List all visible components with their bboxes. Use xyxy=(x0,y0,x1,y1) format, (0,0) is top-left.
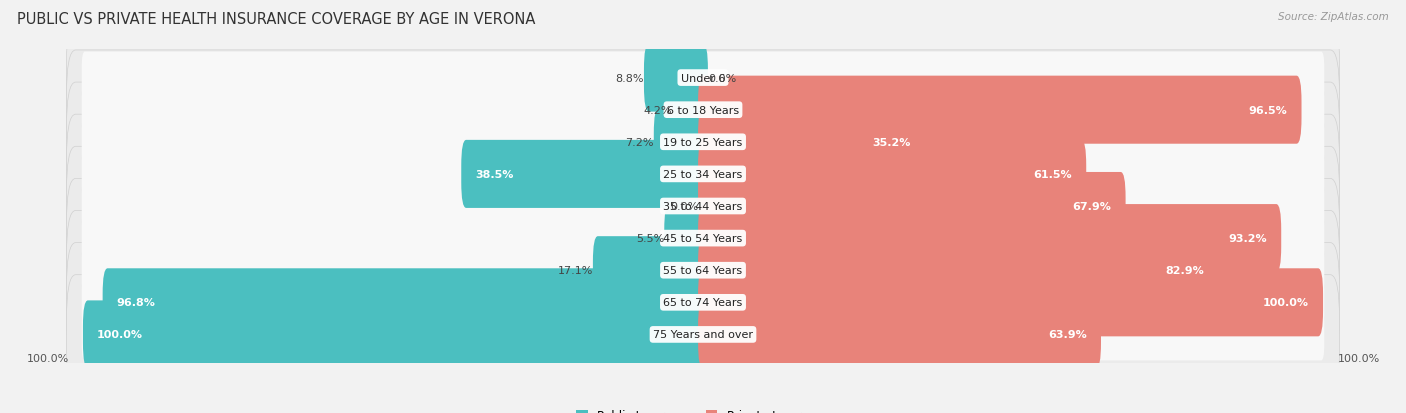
FancyBboxPatch shape xyxy=(697,76,1302,145)
FancyBboxPatch shape xyxy=(697,173,1126,240)
FancyBboxPatch shape xyxy=(66,83,1340,202)
Text: 100.0%: 100.0% xyxy=(97,330,143,339)
Text: 5.5%: 5.5% xyxy=(636,233,664,244)
Text: 100.0%: 100.0% xyxy=(1263,298,1309,308)
Text: 65 to 74 Years: 65 to 74 Years xyxy=(664,298,742,308)
FancyBboxPatch shape xyxy=(82,244,1324,297)
FancyBboxPatch shape xyxy=(82,277,1324,328)
FancyBboxPatch shape xyxy=(66,275,1340,394)
Text: 67.9%: 67.9% xyxy=(1073,202,1111,211)
Text: 100.0%: 100.0% xyxy=(1337,353,1379,363)
Text: PUBLIC VS PRIVATE HEALTH INSURANCE COVERAGE BY AGE IN VERONA: PUBLIC VS PRIVATE HEALTH INSURANCE COVER… xyxy=(17,12,536,27)
Text: 82.9%: 82.9% xyxy=(1166,266,1204,275)
FancyBboxPatch shape xyxy=(66,179,1340,298)
FancyBboxPatch shape xyxy=(697,301,1101,368)
Text: 61.5%: 61.5% xyxy=(1033,169,1073,180)
Text: Under 6: Under 6 xyxy=(681,74,725,83)
Text: 45 to 54 Years: 45 to 54 Years xyxy=(664,233,742,244)
FancyBboxPatch shape xyxy=(697,140,1087,209)
Text: 19 to 25 Years: 19 to 25 Years xyxy=(664,138,742,147)
FancyBboxPatch shape xyxy=(697,204,1281,273)
FancyBboxPatch shape xyxy=(644,45,709,112)
FancyBboxPatch shape xyxy=(593,237,709,304)
Text: 0.0%: 0.0% xyxy=(669,202,697,211)
FancyBboxPatch shape xyxy=(82,116,1324,169)
Text: 63.9%: 63.9% xyxy=(1047,330,1087,339)
Text: Source: ZipAtlas.com: Source: ZipAtlas.com xyxy=(1278,12,1389,22)
FancyBboxPatch shape xyxy=(103,268,707,337)
FancyBboxPatch shape xyxy=(697,268,1323,337)
Text: 6 to 18 Years: 6 to 18 Years xyxy=(666,105,740,115)
FancyBboxPatch shape xyxy=(697,237,1218,304)
Text: 25 to 34 Years: 25 to 34 Years xyxy=(664,169,742,180)
Text: 17.1%: 17.1% xyxy=(558,266,593,275)
FancyBboxPatch shape xyxy=(66,147,1340,266)
FancyBboxPatch shape xyxy=(66,243,1340,362)
Text: 35 to 44 Years: 35 to 44 Years xyxy=(664,202,742,211)
FancyBboxPatch shape xyxy=(82,149,1324,200)
Text: 35.2%: 35.2% xyxy=(872,138,910,147)
FancyBboxPatch shape xyxy=(664,204,709,273)
FancyBboxPatch shape xyxy=(66,115,1340,234)
Text: 96.8%: 96.8% xyxy=(117,298,156,308)
Text: 4.2%: 4.2% xyxy=(644,105,672,115)
FancyBboxPatch shape xyxy=(66,51,1340,170)
FancyBboxPatch shape xyxy=(461,140,709,209)
Text: 100.0%: 100.0% xyxy=(27,353,69,363)
FancyBboxPatch shape xyxy=(82,213,1324,264)
Legend: Public Insurance, Private Insurance: Public Insurance, Private Insurance xyxy=(571,404,835,413)
FancyBboxPatch shape xyxy=(654,109,709,176)
FancyBboxPatch shape xyxy=(82,309,1324,361)
Text: 7.2%: 7.2% xyxy=(626,138,654,147)
FancyBboxPatch shape xyxy=(66,211,1340,330)
FancyBboxPatch shape xyxy=(82,52,1324,104)
FancyBboxPatch shape xyxy=(82,85,1324,136)
Text: 75 Years and over: 75 Years and over xyxy=(652,330,754,339)
FancyBboxPatch shape xyxy=(66,19,1340,138)
Text: 0.0%: 0.0% xyxy=(709,74,737,83)
Text: 96.5%: 96.5% xyxy=(1249,105,1288,115)
FancyBboxPatch shape xyxy=(82,180,1324,233)
FancyBboxPatch shape xyxy=(697,109,925,176)
FancyBboxPatch shape xyxy=(83,301,707,368)
Text: 55 to 64 Years: 55 to 64 Years xyxy=(664,266,742,275)
FancyBboxPatch shape xyxy=(672,76,709,145)
Text: 8.8%: 8.8% xyxy=(616,74,644,83)
Text: 38.5%: 38.5% xyxy=(475,169,513,180)
Text: 93.2%: 93.2% xyxy=(1229,233,1267,244)
